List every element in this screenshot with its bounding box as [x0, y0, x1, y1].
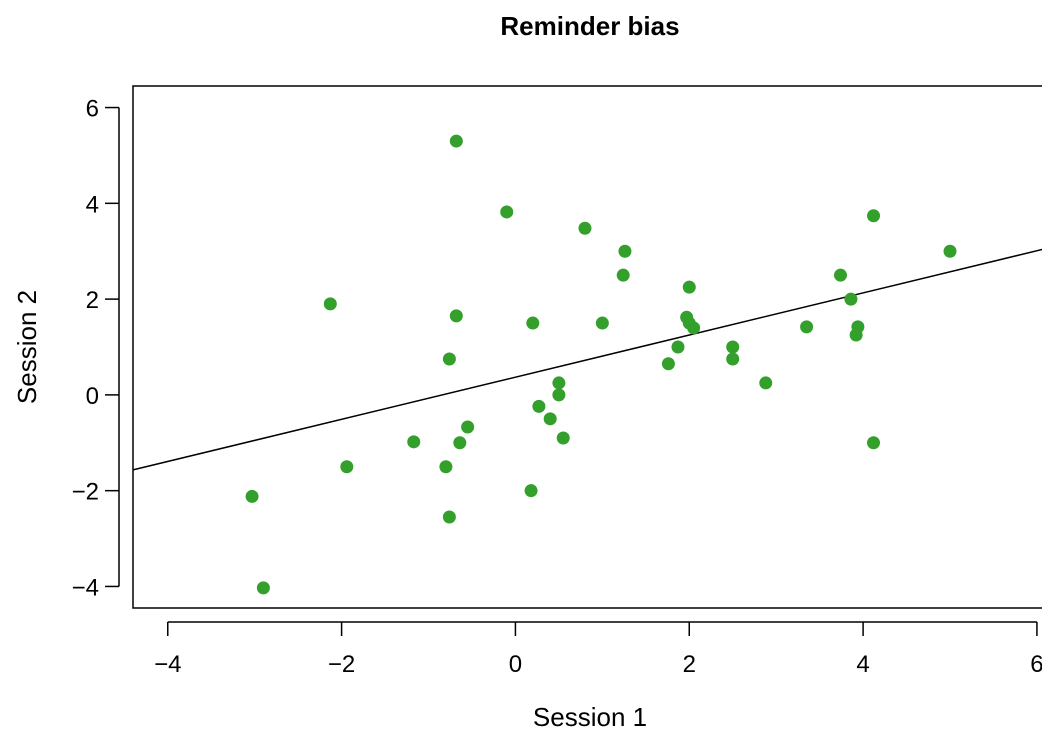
data-point [800, 320, 814, 334]
data-point [526, 316, 540, 330]
data-points [245, 134, 957, 595]
data-point [449, 134, 463, 148]
data-point [556, 431, 570, 445]
x-axis-label: Session 1 [533, 702, 647, 731]
chart-title: Reminder bias [500, 11, 679, 41]
data-point [532, 399, 546, 413]
data-point [849, 328, 863, 342]
data-point [833, 268, 847, 282]
data-point [687, 321, 701, 335]
data-point [616, 268, 630, 282]
y-tick-label: −2 [72, 479, 99, 506]
data-point [442, 510, 456, 524]
data-point [323, 297, 337, 311]
y-tick-label: −4 [72, 574, 99, 601]
data-point [726, 352, 740, 366]
data-point [759, 376, 773, 390]
x-tick-label: 2 [683, 651, 696, 678]
y-tick-label: 0 [86, 383, 99, 410]
x-tick-label: 6 [1030, 651, 1042, 678]
regression-line [132, 248, 1042, 471]
data-point [618, 244, 632, 258]
data-point [595, 316, 609, 330]
data-point [726, 340, 740, 354]
plot-frame [132, 85, 1042, 609]
data-point [867, 436, 881, 450]
data-point [867, 209, 881, 223]
data-point [543, 412, 557, 426]
data-point [578, 221, 592, 235]
data-point [943, 244, 957, 258]
x-tick-label: −2 [328, 651, 355, 678]
data-point [442, 352, 456, 366]
data-point [671, 340, 685, 354]
y-tick-label: 4 [86, 191, 99, 218]
data-point [682, 280, 696, 294]
x-tick-label: 4 [856, 651, 869, 678]
data-point [256, 581, 270, 595]
data-point [661, 357, 675, 371]
x-tick-label: −4 [154, 651, 181, 678]
data-point [340, 460, 354, 474]
data-point [449, 309, 463, 323]
data-point [844, 292, 858, 306]
y-axis: −4 −2 0 2 4 6 [72, 96, 120, 601]
data-point [245, 489, 259, 503]
y-tick-label: 6 [86, 96, 99, 123]
data-point [453, 436, 467, 450]
y-axis-label: Session 2 [12, 290, 42, 404]
data-point [439, 460, 453, 474]
x-axis: −4 −2 0 2 4 6 [154, 621, 1042, 678]
data-point [407, 435, 421, 449]
data-point [461, 420, 475, 434]
x-tick-label: 0 [509, 651, 522, 678]
data-point [500, 205, 514, 219]
data-point [524, 484, 538, 498]
y-tick-label: 2 [86, 287, 99, 314]
data-point [552, 376, 566, 390]
data-point [552, 388, 566, 402]
